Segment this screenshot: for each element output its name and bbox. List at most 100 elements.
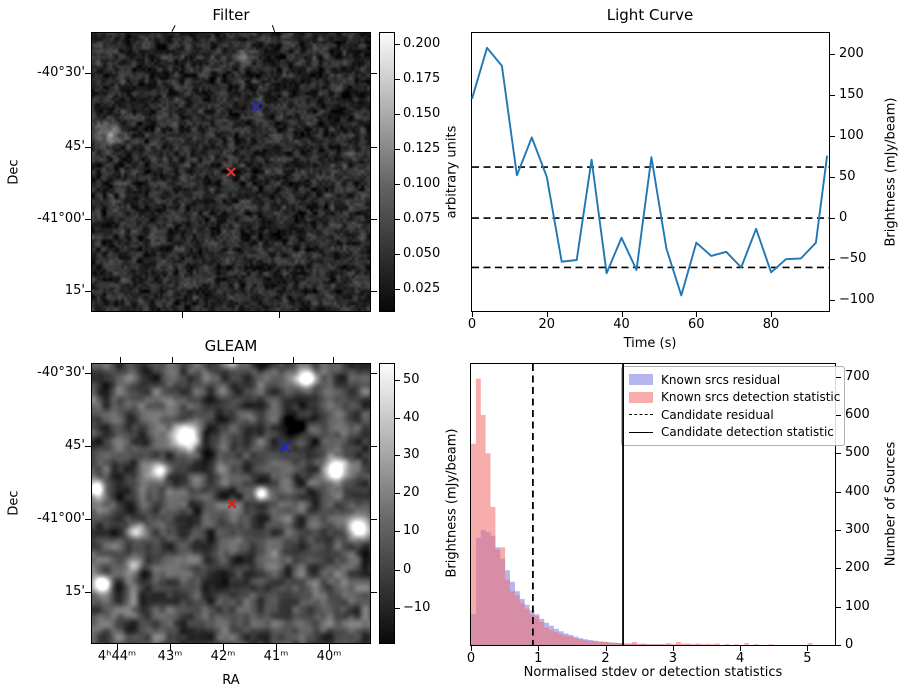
legend-patch-icon [629, 374, 653, 386]
legend-item: Candidate residual [629, 407, 836, 423]
gleam-ytick-label: 15' [64, 584, 85, 599]
light-curve-ytick [830, 135, 835, 137]
candidate-marker-x-icon [279, 441, 291, 453]
gleam-cbar-tick-label: 50 [403, 372, 420, 387]
filter-ytick [85, 73, 91, 74]
light-curve-ytick [830, 176, 835, 178]
filter-ytick [85, 219, 91, 220]
legend-item: Candidate detection statistic [629, 424, 836, 440]
gleam-cbar-tick-label: 30 [403, 447, 420, 462]
gleam-colorbar-label: Brightness (mJy/beam) [444, 428, 460, 578]
histogram-ytick [836, 491, 841, 493]
reference-marker-x-icon [226, 167, 236, 177]
filter-ytick-label: 45' [64, 139, 85, 154]
light-curve-ytick-label: 200 [839, 45, 864, 61]
histogram-ytick-label: 700 [845, 368, 870, 384]
filter-cbar-tick [395, 79, 400, 80]
histogram-ylabel: Number of Sources [883, 441, 899, 567]
filter-ytick-right [371, 73, 377, 74]
histogram-ytick [836, 568, 841, 570]
light-curve-ytick-label: 50 [839, 168, 856, 184]
histogram-ytick-label: 600 [845, 406, 870, 422]
gleam-ytick [85, 373, 91, 374]
gleam-cbar-tick-label: 0 [403, 562, 412, 577]
light-curve-ylabel: Brightness (mJy/beam) [883, 97, 899, 247]
filter-cbar-tick [395, 149, 400, 150]
gleam-colorbar [379, 363, 395, 644]
gleam-xtick [170, 644, 171, 650]
gleam-xtick-label: 41ᵐ [263, 649, 289, 664]
light-curve-ytick-label: 150 [839, 86, 864, 102]
gleam-xtick-top [172, 357, 173, 363]
histogram-ytick-label: 500 [845, 445, 870, 461]
histogram-ytick [836, 606, 841, 608]
legend-label: Known srcs residual [661, 372, 781, 387]
filter-cbar-tick [395, 219, 400, 220]
light-curve-ytick-label: −50 [839, 251, 867, 267]
gleam-ytick [85, 446, 91, 447]
filter-ytick [85, 291, 91, 292]
legend-item: Known srcs detection statistic [629, 389, 840, 405]
histogram-xtick [538, 646, 540, 651]
gleam-xtick-top [333, 357, 334, 363]
filter-cbar-tick [395, 289, 400, 290]
gleam-cbar-tick [395, 493, 400, 494]
light-curve-ytick-label: 0 [839, 210, 848, 226]
gleam-xtick [276, 644, 277, 650]
candidate-marker-x-icon [250, 100, 262, 112]
histogram-ytick [836, 529, 841, 531]
gleam-cbar-tick [395, 531, 400, 532]
filter-cbar-tick-label: 0.100 [403, 176, 441, 191]
light-curve-xtick-label: 0 [467, 317, 477, 332]
filter-cbar-tick [395, 44, 400, 45]
gleam-cbar-tick [395, 455, 400, 456]
filter-cbar-tick-label: 0.175 [403, 71, 441, 86]
light-curve-panel [471, 32, 830, 312]
histogram-ytick [836, 376, 841, 378]
light-curve-line [471, 46, 829, 297]
filter-ytick-right [371, 291, 377, 292]
gleam-cbar-tick-label: 10 [403, 523, 420, 538]
histogram-xtick-label: 5 [803, 651, 812, 666]
gleam-cbar-tick-label: 40 [403, 410, 420, 425]
filter-cbar-tick-label: 0.075 [403, 211, 441, 226]
gleam-cbar-tick-label: −10 [403, 600, 431, 615]
histogram-ytick-label: 200 [845, 560, 870, 576]
gleam-cbar-tick [395, 380, 400, 381]
histogram-xtick-label: 2 [601, 651, 610, 666]
reference-marker-x-icon [227, 499, 237, 509]
filter-cbar-tick-label: 0.025 [403, 281, 441, 296]
filter-ytick [85, 147, 91, 148]
gleam-ytick [85, 519, 91, 520]
gleam-ytick-right [371, 592, 377, 593]
light-curve-xtick [546, 312, 548, 317]
gleam-xtick-label: 4ʰ44ᵐ [97, 649, 137, 664]
legend-label: Candidate detection statistic [661, 425, 834, 440]
gleam-title: GLEAM [204, 337, 258, 355]
histogram-ytick [836, 645, 841, 646]
histogram-xtick-label: 3 [668, 651, 677, 666]
light-curve-ytick [830, 300, 835, 302]
light-curve-xtick-label: 60 [688, 317, 705, 332]
histogram-xtick [471, 646, 472, 651]
histogram-xtick [740, 646, 742, 651]
gleam-ytick-label: -40°30' [37, 365, 85, 380]
filter-xtick-top [171, 25, 176, 32]
hist-series-1 [471, 378, 813, 645]
light-curve-xtick [621, 312, 623, 317]
light-curve-ytick [830, 218, 835, 220]
histogram-plot [471, 364, 813, 645]
light-curve-plot [471, 46, 829, 297]
filter-ytick-right [371, 219, 377, 220]
legend-patch-icon [629, 391, 653, 403]
gleam-cbar-tick [395, 418, 400, 419]
gleam-cbar-tick-label: 20 [403, 485, 420, 500]
gleam-ytick [85, 592, 91, 593]
light-curve-ytick [830, 259, 835, 261]
gleam-ytick-right [371, 446, 377, 447]
gleam-xtick [223, 644, 224, 650]
gleam-xtick-top [293, 357, 294, 363]
light-curve-title: Light Curve [606, 6, 694, 24]
filter-cbar-tick-label: 0.125 [403, 141, 441, 156]
filter-cbar-tick [395, 114, 400, 115]
